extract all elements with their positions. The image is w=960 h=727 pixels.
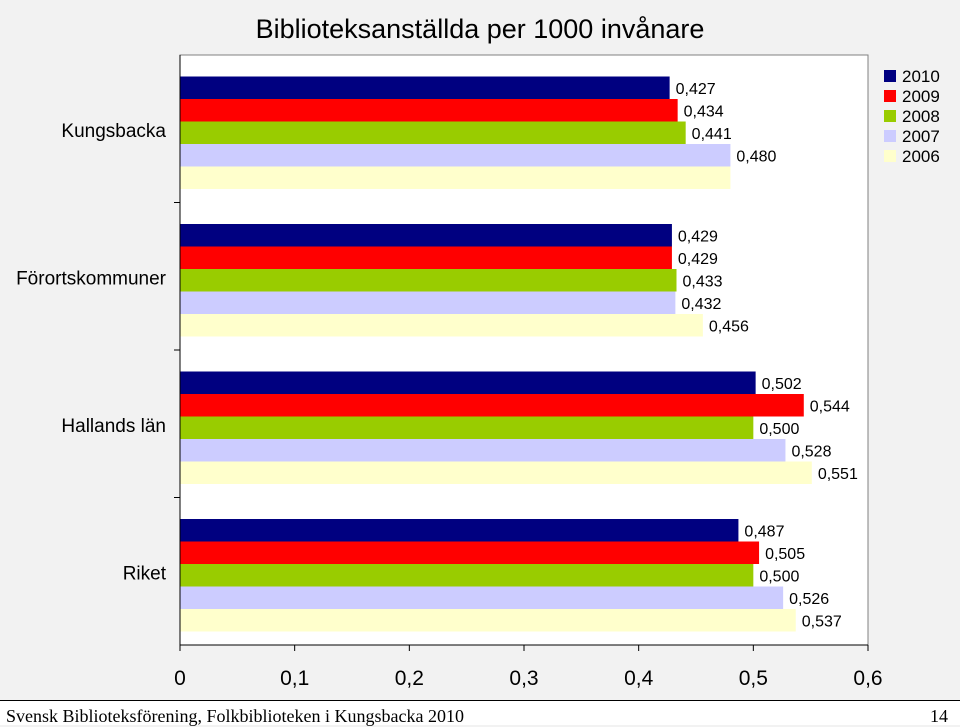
footer-source-text: Svensk Biblioteksförening, Folkbibliotek… [6, 706, 464, 726]
category-label: Hallands län [61, 416, 166, 437]
x-tick-label: 0 [174, 667, 186, 690]
bar-chart: Biblioteksanställda per 1000 invånare 0,… [16, 14, 940, 690]
legend-swatch-2010 [884, 70, 896, 82]
legend-label-2008: 2008 [902, 107, 940, 126]
bar-f-rortskommuner-2006 [180, 314, 703, 337]
bar-f-rortskommuner-2010 [180, 224, 672, 247]
legend-swatch-2008 [884, 110, 896, 122]
value-label: 0,441 [692, 126, 732, 143]
value-label: 0,500 [759, 421, 799, 438]
category-label: Förortskommuner [16, 268, 167, 289]
value-label: 0,432 [681, 296, 721, 313]
x-tick-label: 0,6 [853, 667, 882, 690]
bar-riket-2008 [180, 564, 754, 587]
bar-hallands-l-n-2008 [180, 416, 754, 439]
bar-f-rortskommuner-2007 [180, 291, 676, 314]
legend-label-2006: 2006 [902, 147, 940, 166]
bar-kungsbacka-2007 [180, 144, 731, 167]
x-tick-label: 0,4 [624, 667, 654, 690]
value-label: 0,551 [818, 466, 858, 483]
value-label: 0,456 [709, 318, 749, 335]
legend-label-2007: 2007 [902, 127, 940, 146]
bar-hallands-l-n-2006 [180, 461, 812, 484]
page-number: 14 [930, 706, 948, 726]
x-axis: 0 0,1 0,2 0,3 0,4 0,5 0,6 [174, 644, 883, 690]
legend-swatch-2007 [884, 130, 896, 142]
value-label: 0,427 [676, 81, 716, 98]
y-axis: Kungsbacka Förortskommuner Hallands län Rik… [16, 55, 181, 645]
bar-f-rortskommuner-2008 [180, 269, 677, 292]
value-label: 0,502 [762, 376, 802, 393]
category-label: Kungsbacka [61, 121, 166, 142]
bar-riket-2009 [180, 541, 760, 564]
bar-kungsbacka-2008 [180, 121, 686, 144]
value-label: 0,537 [802, 613, 842, 630]
bar-kungsbacka-2010 [180, 76, 670, 99]
legend-label-2010: 2010 [902, 67, 940, 86]
bar-hallands-l-n-2010 [180, 371, 756, 394]
value-label: 0,434 [684, 103, 724, 120]
x-tick-label: 0,2 [395, 667, 424, 690]
x-tick-label: 0,3 [509, 667, 538, 690]
value-label: 0,480 [736, 148, 776, 165]
category-label: Riket [123, 563, 167, 584]
legend-label-2009: 2009 [902, 87, 940, 106]
value-label: 0,505 [765, 546, 805, 563]
bar-riket-2007 [180, 586, 784, 609]
bar-kungsbacka-2009 [180, 99, 678, 122]
legend-swatch-2006 [884, 150, 896, 162]
bar-hallands-l-n-2007 [180, 439, 786, 462]
bar-riket-2006 [180, 609, 796, 632]
footer-divider [0, 700, 960, 701]
value-label: 0,528 [791, 443, 831, 460]
value-label: 0,487 [744, 523, 784, 540]
value-label: 0,429 [678, 251, 718, 268]
value-label: 0,500 [759, 568, 799, 585]
value-label: 0,544 [810, 398, 850, 415]
x-tick-label: 0,5 [739, 667, 768, 690]
bars-group [180, 76, 812, 632]
bar-hallands-l-n-2009 [180, 394, 804, 417]
slide-footer: Svensk Biblioteksförening, Folkbibliotek… [0, 700, 960, 726]
bar-kungsbacka-2006 [180, 166, 731, 189]
value-label: 0,526 [789, 591, 829, 608]
bar-riket-2010 [180, 519, 739, 542]
value-label: 0,429 [678, 228, 718, 245]
legend-swatch-2009 [884, 90, 896, 102]
bar-f-rortskommuner-2009 [180, 246, 672, 269]
chart-title: Biblioteksanställda per 1000 invånare [256, 14, 705, 44]
x-tick-label: 0,1 [280, 667, 309, 690]
value-label: 0,433 [683, 273, 723, 290]
